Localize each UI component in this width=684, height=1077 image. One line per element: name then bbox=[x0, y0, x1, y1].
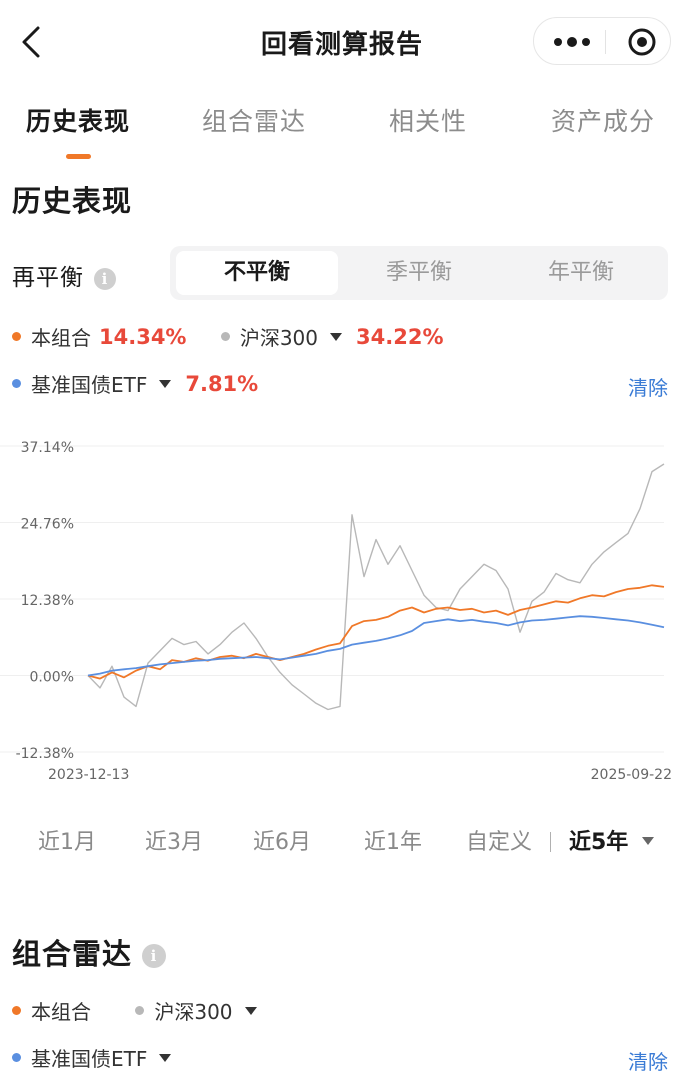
radar-legend-dot-csi300 bbox=[135, 1006, 145, 1015]
y-tick-label: -12.38% bbox=[16, 746, 74, 762]
radar-section-title-text: 组合雷达 bbox=[12, 937, 133, 971]
rebalance-label: 再平衡 i bbox=[12, 258, 116, 292]
tab-history[interactable]: 历史表现 bbox=[26, 107, 131, 136]
csi300-dropdown-caret-icon[interactable] bbox=[330, 332, 343, 341]
legend-name-bond-etf[interactable]: 基准国债ETF bbox=[31, 373, 148, 397]
period-1m[interactable]: 近1月 bbox=[38, 830, 96, 855]
chart-grid bbox=[0, 445, 664, 753]
history-section-title: 历史表现 bbox=[12, 184, 133, 218]
radar-legend-row-2: 基准国债ETF bbox=[12, 1043, 172, 1073]
x-axis-labels: 2023-12-13 2025-09-22 bbox=[48, 767, 672, 783]
radar-legend-dot-bond-etf bbox=[12, 1053, 21, 1062]
y-tick-label: 0.00% bbox=[30, 670, 74, 686]
legend-row-1: 本组合 14.34% 沪深300 34.22% bbox=[12, 322, 443, 352]
legend-name-csi300[interactable]: 沪深300 bbox=[239, 326, 319, 350]
series-line-基准国债ETF bbox=[87, 615, 665, 677]
legend-dot-bond-etf bbox=[12, 379, 21, 388]
tab-assets[interactable]: 资产成分 bbox=[551, 107, 656, 136]
page-title: 回看测算报告 bbox=[260, 30, 423, 60]
mini-program-capsule bbox=[533, 17, 671, 65]
bond-etf-dropdown-caret-icon[interactable] bbox=[159, 379, 172, 388]
period-6m[interactable]: 近6月 bbox=[253, 830, 311, 855]
y-tick-label: 24.76% bbox=[21, 517, 74, 533]
chart-lines bbox=[87, 463, 665, 711]
tab-bar: 历史表现 组合雷达 相关性 资产成分 bbox=[0, 98, 684, 168]
radar-legend-row-1: 本组合 沪深300 bbox=[12, 996, 257, 1026]
legend-value-bond-etf: 7.81% bbox=[185, 371, 259, 396]
radar-section-title: 组合雷达 i bbox=[12, 931, 167, 973]
radar-csi300-dropdown-caret-icon[interactable] bbox=[244, 1006, 257, 1015]
radar-bond-etf-dropdown-caret-icon[interactable] bbox=[159, 1053, 172, 1062]
radar-legend-name-bond-etf[interactable]: 基准国债ETF bbox=[31, 1047, 148, 1071]
x-tick-label: 2023-12-13 bbox=[48, 767, 129, 783]
info-icon[interactable]: i bbox=[94, 267, 116, 290]
period-divider bbox=[550, 832, 551, 852]
radar-legend-name-csi300[interactable]: 沪深300 bbox=[154, 1000, 233, 1024]
series-line-沪深300 bbox=[87, 463, 665, 711]
legend-row-2: 基准国债ETF 7.81% bbox=[12, 369, 258, 399]
x-tick-label: 2025-09-22 bbox=[591, 767, 672, 783]
active-tab-indicator bbox=[66, 154, 91, 159]
legend-dot-csi300 bbox=[220, 332, 230, 341]
legend-value-csi300: 34.22% bbox=[356, 324, 444, 349]
rebalance-option-quarterly[interactable]: 季平衡 bbox=[385, 260, 452, 285]
y-axis-labels: 37.14% 24.76% 12.38% 0.00% -12.38% bbox=[16, 440, 74, 762]
radar-legend-name-portfolio: 本组合 bbox=[31, 1000, 91, 1024]
period-custom[interactable]: 自定义 bbox=[466, 830, 533, 855]
tab-correlation[interactable]: 相关性 bbox=[389, 107, 468, 136]
period-5y[interactable]: 近5年 bbox=[569, 830, 629, 855]
back-arrow-icon[interactable] bbox=[14, 22, 48, 62]
close-target-icon[interactable] bbox=[626, 26, 658, 58]
nav-bar: 回看测算报告 bbox=[0, 0, 684, 86]
capsule-divider bbox=[605, 30, 606, 54]
tab-radar[interactable]: 组合雷达 bbox=[202, 107, 307, 136]
rebalance-option-none[interactable]: 不平衡 bbox=[176, 251, 338, 295]
period-1y[interactable]: 近1年 bbox=[364, 830, 422, 855]
clear-button[interactable]: 清除 bbox=[628, 376, 668, 400]
history-line-chart: 37.14% 24.76% 12.38% 0.00% -12.38% 2023-12-1… bbox=[0, 440, 672, 783]
y-tick-label: 12.38% bbox=[21, 593, 74, 609]
radar-clear-button[interactable]: 清除 bbox=[628, 1050, 668, 1074]
period-3m[interactable]: 近3月 bbox=[145, 830, 203, 855]
period-dropdown-caret-icon[interactable] bbox=[642, 837, 654, 845]
period-selector: 近1月 近3月 近6月 近1年 自定义 近5年 bbox=[0, 820, 684, 860]
y-tick-label: 37.14% bbox=[21, 440, 74, 456]
radar-info-icon[interactable]: i bbox=[142, 944, 167, 968]
rebalance-segmented-control: 不平衡 季平衡 年平衡 bbox=[170, 246, 668, 300]
radar-legend-dot-portfolio bbox=[12, 1006, 21, 1015]
legend-name-portfolio: 本组合 bbox=[31, 326, 91, 350]
legend-dot-portfolio bbox=[12, 332, 21, 341]
legend-value-portfolio: 14.34% bbox=[99, 324, 187, 349]
more-options-icon[interactable] bbox=[550, 26, 594, 58]
rebalance-label-text: 再平衡 bbox=[12, 265, 84, 291]
rebalance-option-yearly[interactable]: 年平衡 bbox=[547, 260, 614, 285]
